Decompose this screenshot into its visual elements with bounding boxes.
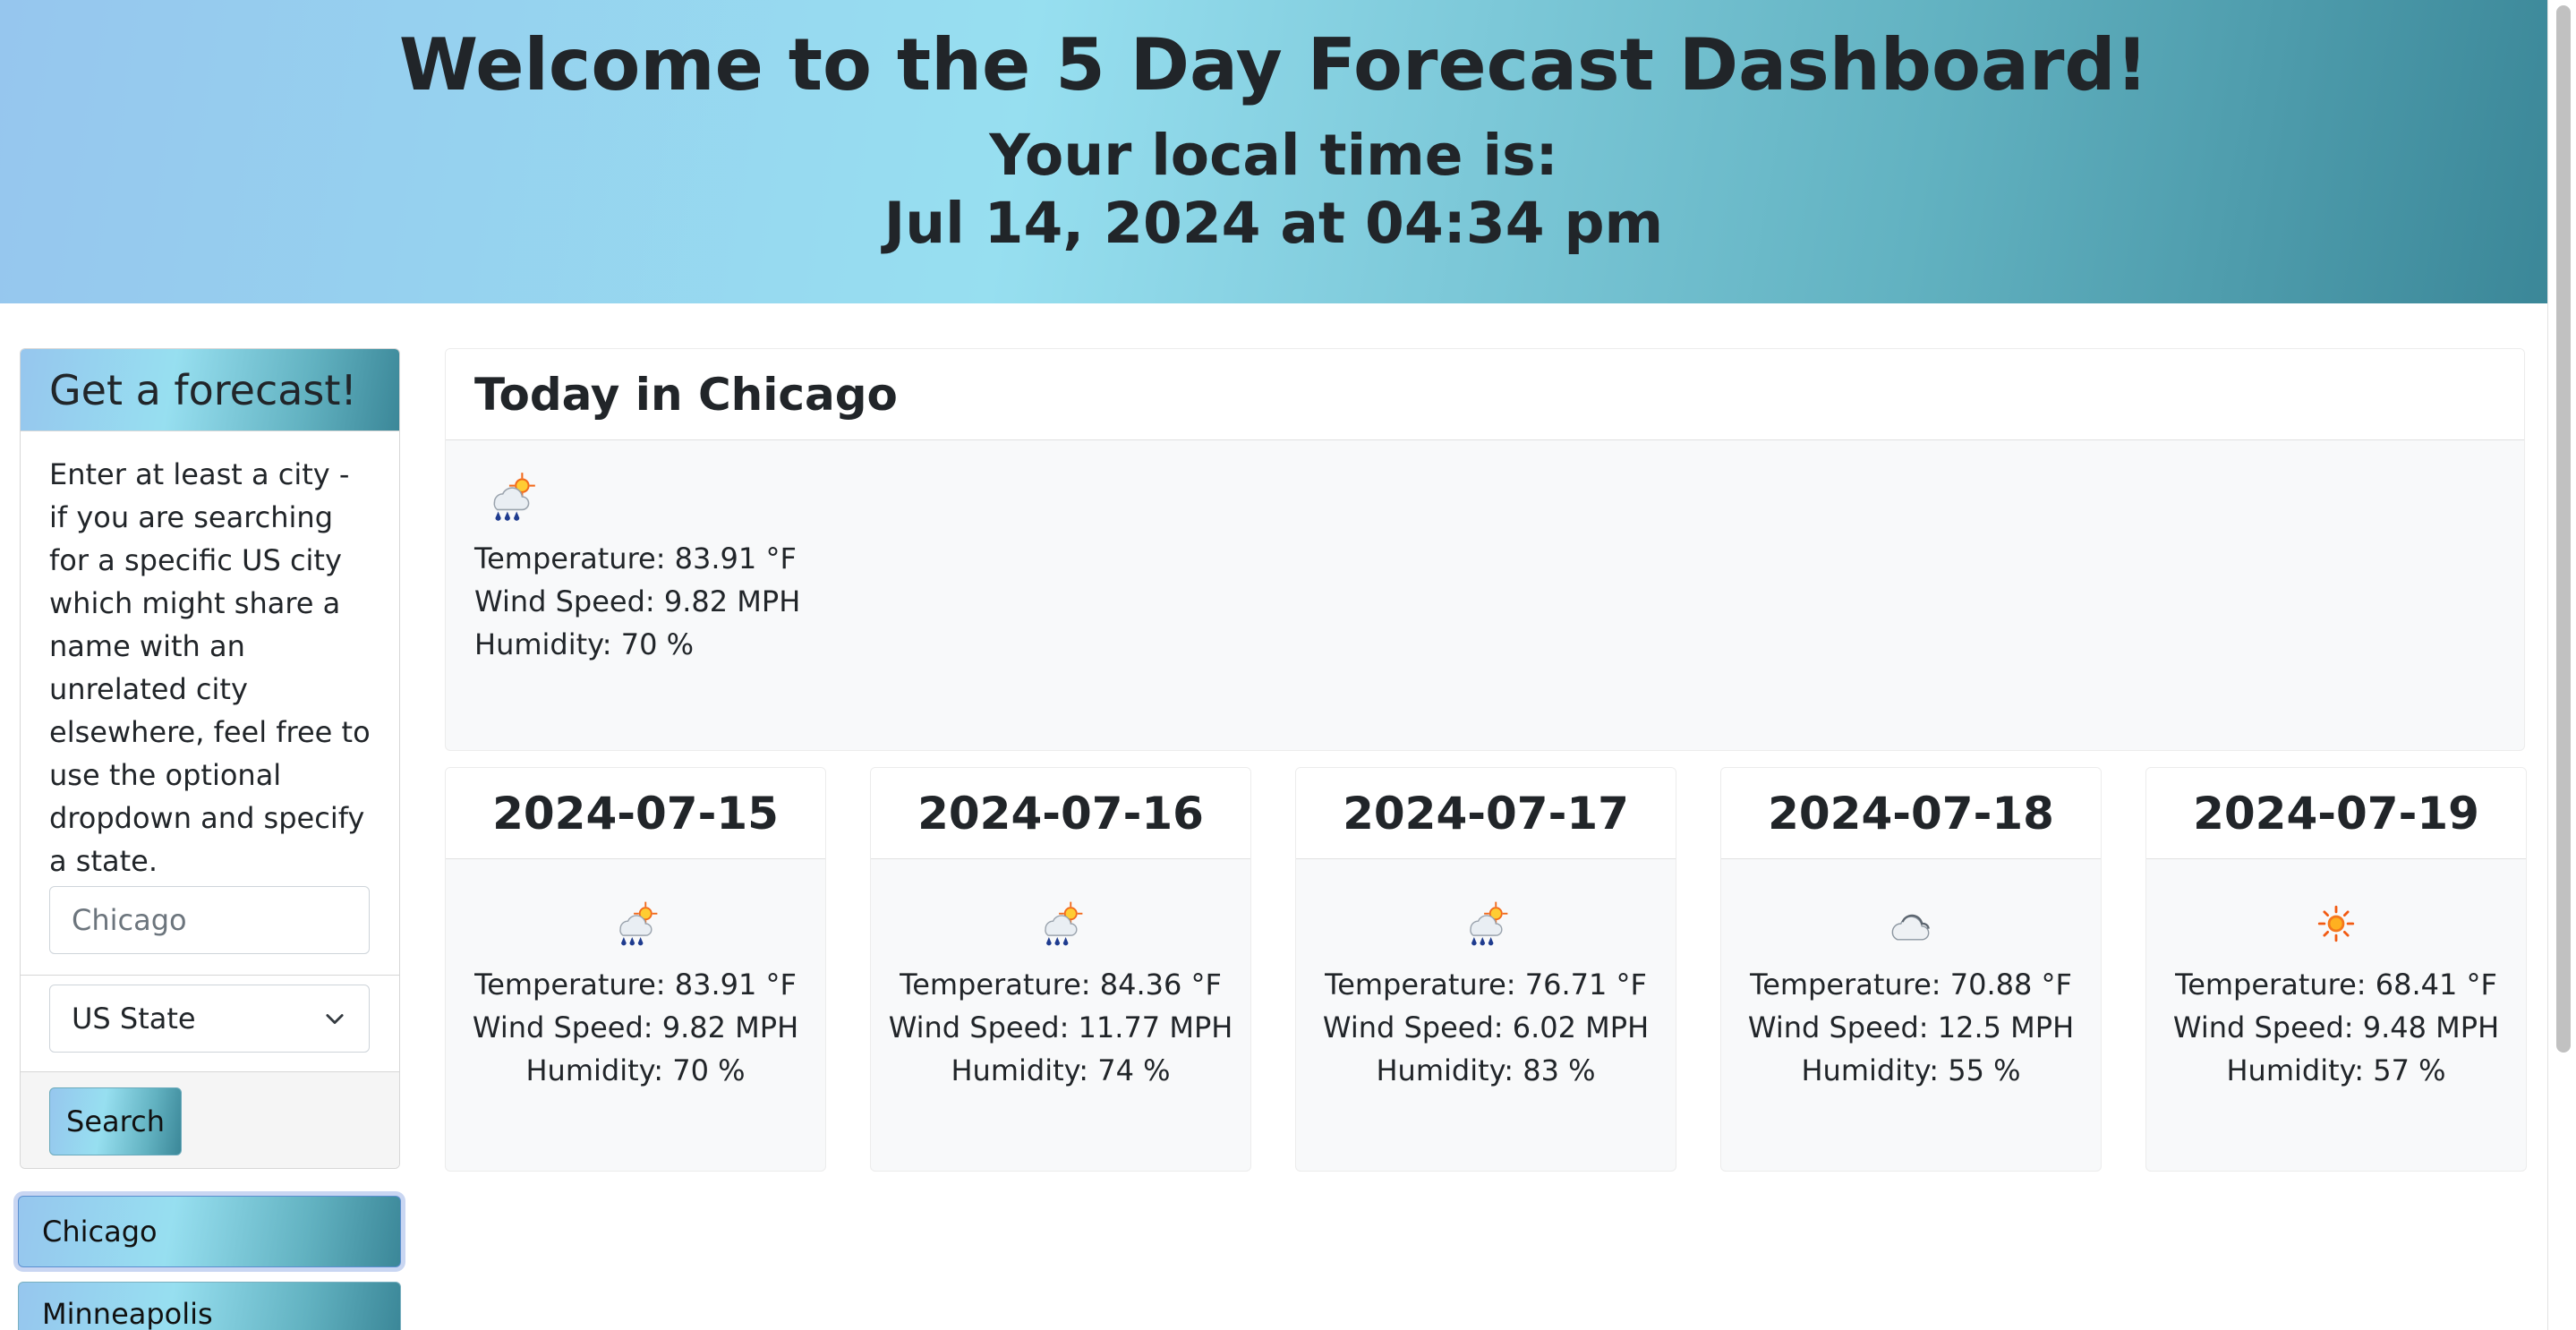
state-field-group: US State xyxy=(21,976,399,1072)
search-card-title: Get a forecast! xyxy=(21,349,399,431)
page-header: Welcome to the 5 Day Forecast Dashboard!… xyxy=(0,0,2547,303)
forecast-date: 2024-07-15 xyxy=(446,768,825,859)
forecast-wind: Wind Speed: 12.5 MPH xyxy=(1747,1010,2075,1044)
city-input-placeholder: Chicago xyxy=(72,903,187,937)
forecast-wind: Wind Speed: 9.82 MPH xyxy=(472,1010,799,1044)
city-field-group: Chicago xyxy=(21,886,399,976)
today-card: Today in Chicago Temperature: 83.91 °F W… xyxy=(445,348,2525,751)
forecast-temperature: Temperature: 84.36 °F xyxy=(900,968,1222,1002)
forecast-wind: Wind Speed: 9.48 MPH xyxy=(2172,1010,2500,1044)
forecast-card: 2024-07-19 Temperature: 68.41 °F Wind Sp… xyxy=(2145,767,2527,1172)
forecast-humidity: Humidity: 83 % xyxy=(1376,1053,1596,1087)
today-title: Today in Chicago xyxy=(446,349,2524,440)
city-input[interactable]: Chicago xyxy=(49,886,370,954)
forecast-date: 2024-07-19 xyxy=(2146,768,2526,859)
rain-sun-icon xyxy=(1045,901,1083,946)
forecast-card: 2024-07-15 Temperature: 83.91 °F Wind Sp… xyxy=(445,767,826,1172)
search-card: Get a forecast! Enter at least a city - … xyxy=(20,348,400,1169)
forecast-temperature: Temperature: 70.88 °F xyxy=(1750,968,2072,1002)
forecast-temperature: Temperature: 76.71 °F xyxy=(1325,968,1647,1002)
local-time-label: Your local time is: xyxy=(989,123,1558,188)
forecast-humidity: Humidity: 57 % xyxy=(2226,1053,2446,1087)
today-wind: Wind Speed: 9.82 MPH xyxy=(474,584,801,618)
scrollbar-thumb[interactable] xyxy=(2556,5,2571,1053)
rain-sun-icon xyxy=(1470,901,1508,946)
forecast-date: 2024-07-16 xyxy=(871,768,1250,859)
forecast-humidity: Humidity: 55 % xyxy=(1801,1053,2021,1087)
rain-sun-icon xyxy=(493,473,535,521)
cloud-icon xyxy=(1891,914,1930,941)
forecast-wind: Wind Speed: 6.02 MPH xyxy=(1322,1010,1650,1044)
history-button-minneapolis[interactable]: Minneapolis xyxy=(18,1282,401,1330)
forecast-wind: Wind Speed: 11.77 MPH xyxy=(888,1010,1233,1044)
page-scrollbar[interactable] xyxy=(2547,0,2576,1330)
forecast-card: 2024-07-18 Temperature: 70.88 °F Wind Sp… xyxy=(1720,767,2102,1172)
local-time-value: Jul 14, 2024 at 04:34 pm xyxy=(883,191,1664,256)
forecast-card: 2024-07-16 Temperature: 84.36 °F Wind Sp… xyxy=(870,767,1251,1172)
forecast-humidity: Humidity: 70 % xyxy=(525,1053,746,1087)
forecast-temperature: Temperature: 68.41 °F xyxy=(2175,968,2497,1002)
today-humidity: Humidity: 70 % xyxy=(474,627,695,661)
rain-sun-icon xyxy=(619,901,658,946)
forecast-humidity: Humidity: 74 % xyxy=(951,1053,1171,1087)
search-footer: Search xyxy=(21,1072,399,1168)
history-button-chicago[interactable]: Chicago xyxy=(18,1196,401,1267)
search-instructions: Enter at least a city - if you are searc… xyxy=(49,457,371,878)
today-temperature: Temperature: 83.91 °F xyxy=(474,541,797,575)
forecast-temperature: Temperature: 83.91 °F xyxy=(474,968,797,1002)
state-select-value: US State xyxy=(72,1002,196,1036)
forecast-card: 2024-07-17 Temperature: 76.71 °F Wind Sp… xyxy=(1295,767,1676,1172)
page-title: Welcome to the 5 Day Forecast Dashboard! xyxy=(398,23,2149,107)
today-details: Temperature: 83.91 °F Wind Speed: 9.82 M… xyxy=(446,440,2524,666)
chevron-down-icon xyxy=(326,1014,344,1025)
state-select[interactable]: US State xyxy=(49,985,370,1053)
sun-icon xyxy=(2317,905,2355,942)
forecast-date: 2024-07-17 xyxy=(1296,768,1676,859)
search-button[interactable]: Search xyxy=(49,1087,182,1155)
forecast-date: 2024-07-18 xyxy=(1721,768,2101,859)
